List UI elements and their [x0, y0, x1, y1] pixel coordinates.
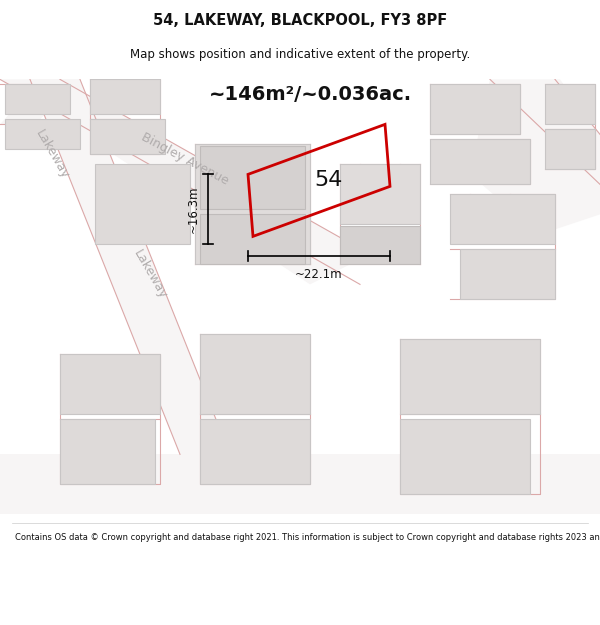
Polygon shape: [5, 119, 80, 149]
Polygon shape: [200, 419, 310, 484]
Polygon shape: [200, 214, 305, 264]
Polygon shape: [400, 419, 530, 494]
Polygon shape: [400, 339, 540, 414]
Polygon shape: [470, 79, 600, 234]
Polygon shape: [90, 79, 160, 114]
Text: Bingley Avenue: Bingley Avenue: [139, 131, 231, 188]
Text: ~16.3m: ~16.3m: [187, 186, 199, 233]
Polygon shape: [195, 144, 310, 264]
Text: 54, LAKEWAY, BLACKPOOL, FY3 8PF: 54, LAKEWAY, BLACKPOOL, FY3 8PF: [153, 13, 447, 28]
Polygon shape: [0, 79, 370, 284]
Polygon shape: [5, 84, 70, 114]
Polygon shape: [30, 79, 230, 454]
Text: Lakeway: Lakeway: [131, 248, 169, 301]
Text: Map shows position and indicative extent of the property.: Map shows position and indicative extent…: [130, 48, 470, 61]
Polygon shape: [60, 354, 160, 414]
Polygon shape: [60, 419, 155, 484]
Polygon shape: [200, 146, 305, 209]
Text: 54: 54: [315, 171, 343, 191]
Polygon shape: [200, 334, 310, 414]
Polygon shape: [90, 119, 165, 154]
Polygon shape: [545, 84, 595, 124]
Polygon shape: [0, 79, 80, 124]
Text: Contains OS data © Crown copyright and database right 2021. This information is : Contains OS data © Crown copyright and d…: [15, 532, 600, 542]
Polygon shape: [0, 454, 600, 514]
Text: ~22.1m: ~22.1m: [295, 268, 343, 281]
Text: ~146m²/~0.036ac.: ~146m²/~0.036ac.: [208, 85, 412, 104]
Polygon shape: [340, 226, 420, 264]
Polygon shape: [95, 164, 190, 244]
Polygon shape: [430, 84, 520, 134]
Polygon shape: [545, 129, 595, 169]
Polygon shape: [340, 164, 420, 224]
Polygon shape: [450, 194, 555, 244]
Text: Lakeway: Lakeway: [33, 127, 71, 181]
Polygon shape: [460, 249, 555, 299]
Polygon shape: [430, 139, 530, 184]
